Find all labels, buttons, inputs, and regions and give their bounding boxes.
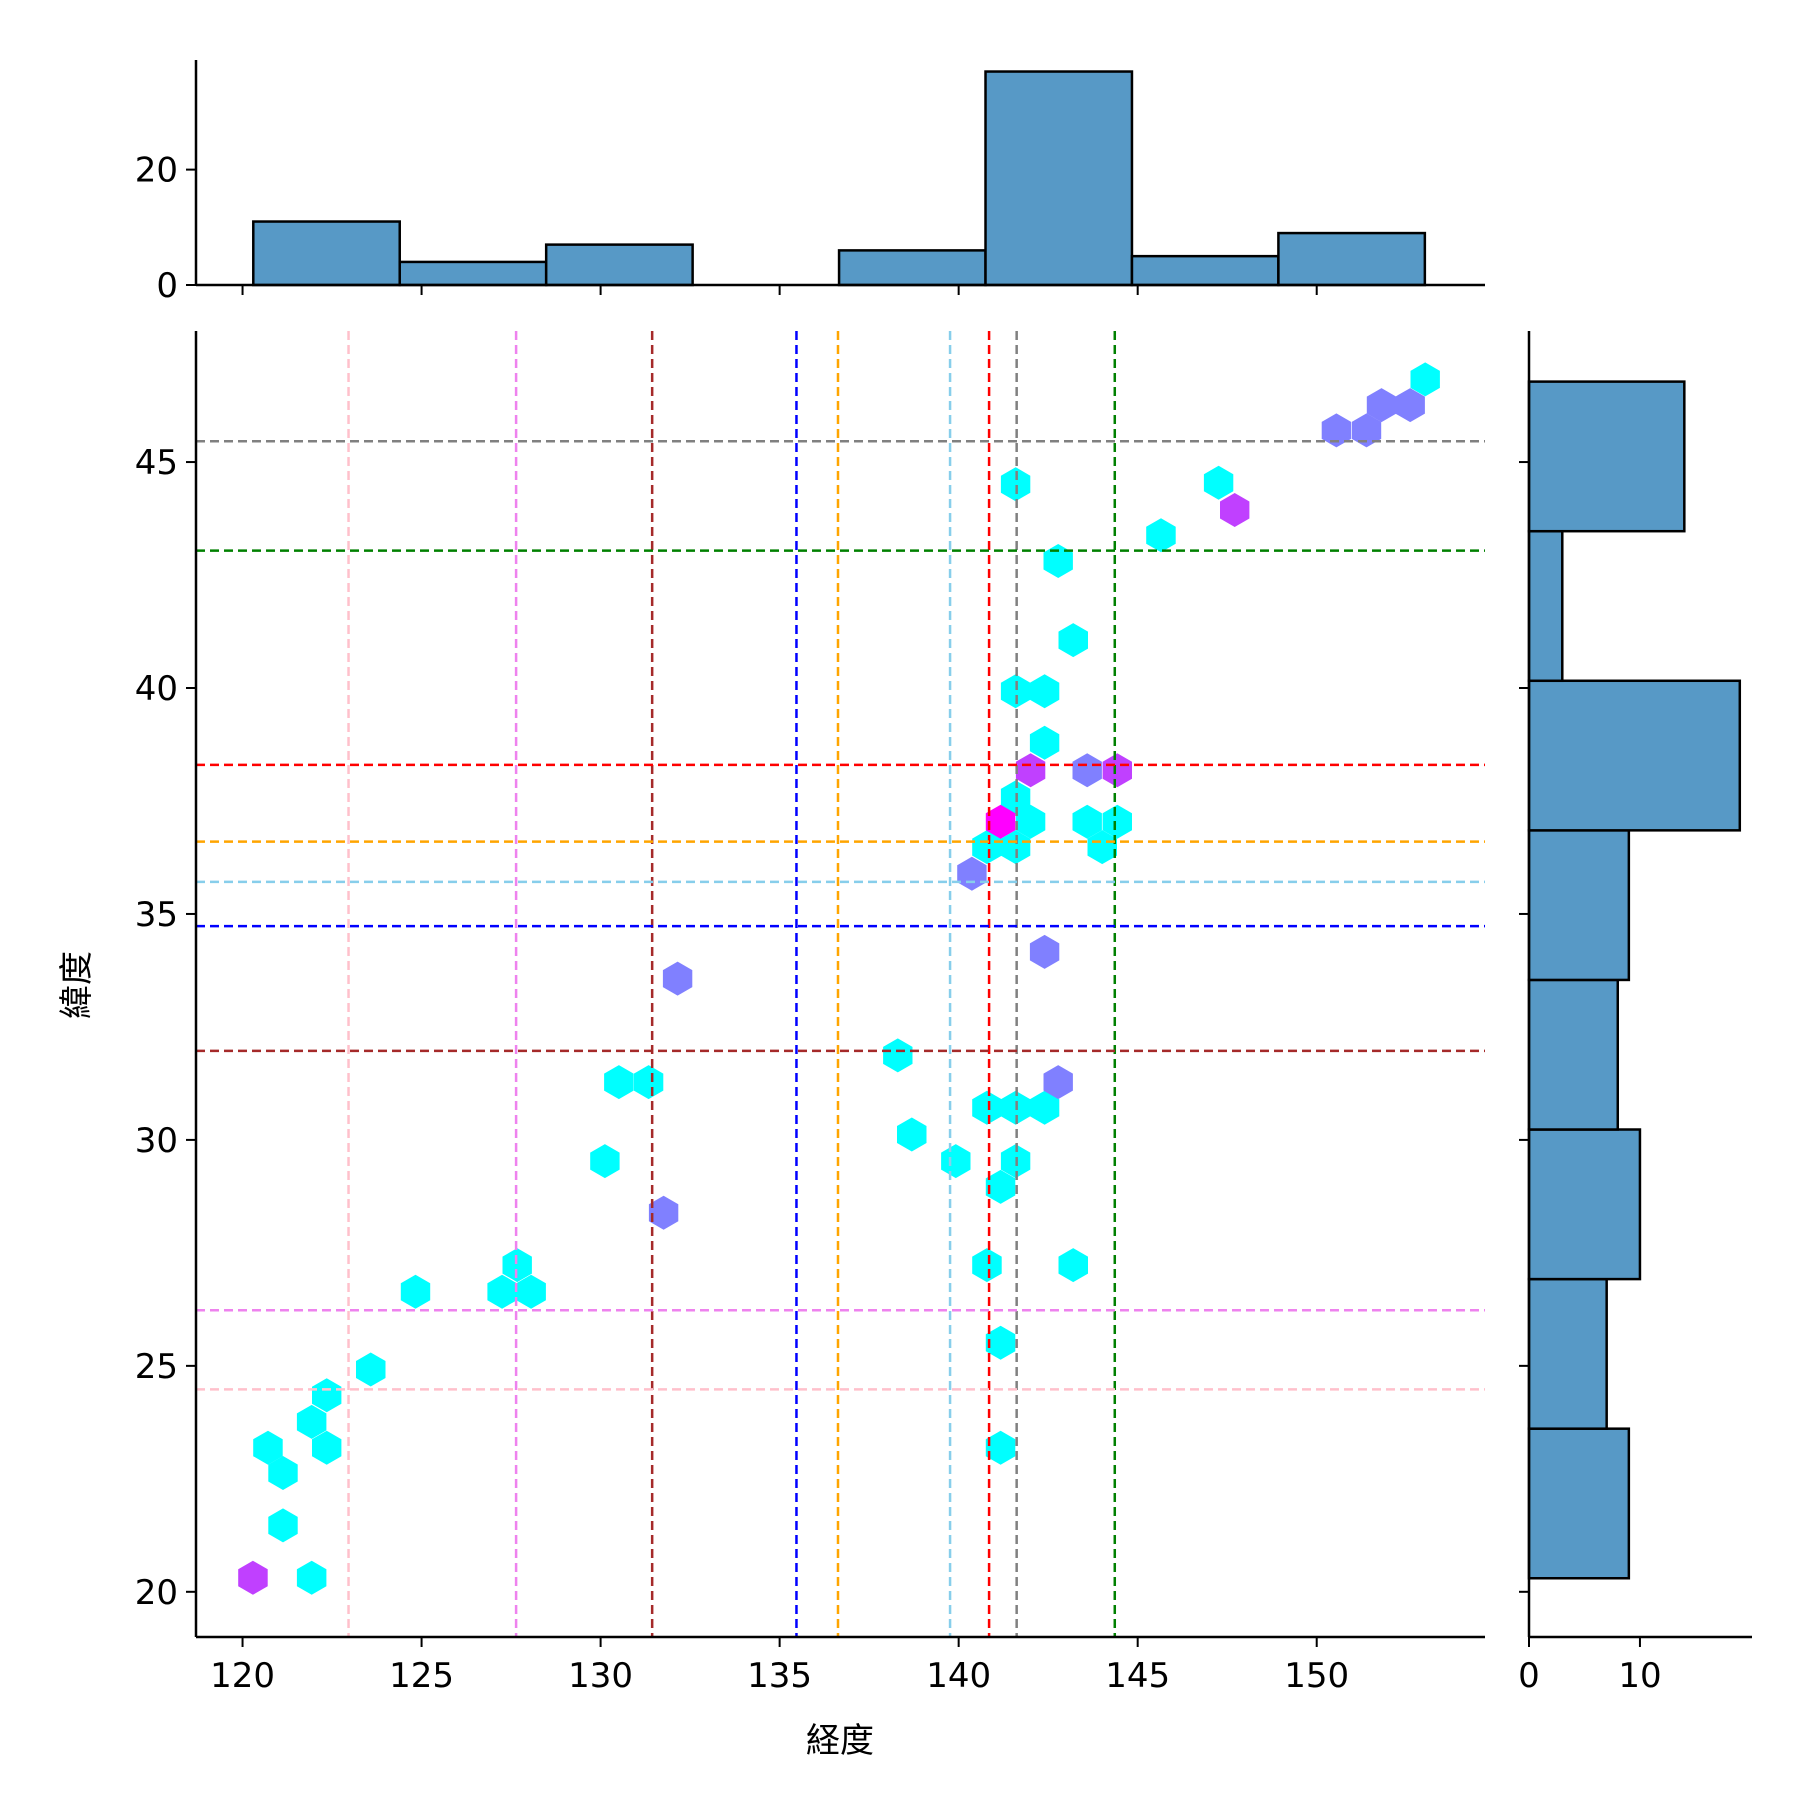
y-tick-label: 35 bbox=[135, 895, 178, 935]
histogram-bar bbox=[1527, 529, 1564, 683]
histogram-bar bbox=[544, 243, 694, 287]
hexbin bbox=[1072, 804, 1102, 839]
hexbin bbox=[972, 1248, 1002, 1283]
hexbin bbox=[1029, 674, 1060, 709]
hexbin bbox=[1000, 467, 1031, 502]
right-hist-x-tick-label: 10 bbox=[1618, 1656, 1661, 1696]
hexbin bbox=[985, 1325, 1016, 1360]
hexbin bbox=[883, 1038, 913, 1073]
histogram-bar bbox=[1527, 1277, 1608, 1430]
histogram-bar bbox=[252, 220, 401, 287]
hexbin bbox=[1351, 413, 1382, 448]
histogram-bar bbox=[837, 249, 987, 287]
hexbin bbox=[1102, 753, 1132, 788]
hexbin bbox=[648, 1195, 679, 1230]
hexbin bbox=[1043, 1065, 1073, 1100]
histogram-bar bbox=[1527, 1427, 1631, 1580]
hexbin bbox=[1220, 493, 1250, 527]
hexbin bbox=[296, 1560, 327, 1595]
y-tick-label: 45 bbox=[135, 443, 178, 483]
histogram-bar bbox=[984, 70, 1134, 287]
main-hexbin-axes: 120 125 130 135 140 145 150 20 25 30 35 40 45 bbox=[135, 331, 1485, 1696]
hexbin bbox=[1102, 804, 1132, 839]
hexbin bbox=[1043, 544, 1073, 578]
x-tick-label: 145 bbox=[1105, 1656, 1170, 1696]
x-tick-label: 135 bbox=[747, 1656, 812, 1696]
hexbin bbox=[662, 961, 693, 996]
hexbin bbox=[356, 1352, 386, 1387]
hexbin bbox=[487, 1274, 517, 1309]
histogram-bar bbox=[1527, 829, 1631, 982]
hexbin bbox=[238, 1560, 268, 1595]
hexbin bbox=[1015, 804, 1046, 839]
y-tick-label: 30 bbox=[135, 1121, 178, 1161]
histogram-bar bbox=[398, 260, 548, 287]
y-tick-label: 20 bbox=[135, 1573, 178, 1613]
hexbin bbox=[972, 830, 1002, 865]
hexbin bbox=[312, 1430, 342, 1465]
hexbin bbox=[590, 1144, 620, 1179]
hexbin bbox=[268, 1456, 298, 1490]
x-tick-label: 150 bbox=[1284, 1656, 1349, 1696]
top-hist-y-tick-label: 20 bbox=[135, 151, 178, 191]
y-tick-label: 25 bbox=[135, 1347, 178, 1387]
hexbin bbox=[1146, 518, 1176, 553]
hexbin bbox=[312, 1378, 342, 1413]
hexbin bbox=[1015, 753, 1046, 788]
hexbin bbox=[1058, 623, 1088, 658]
hexbin bbox=[972, 1090, 1002, 1125]
hexbin bbox=[1395, 388, 1425, 423]
x-tick-label: 130 bbox=[568, 1656, 633, 1696]
hexbin bbox=[941, 1144, 971, 1179]
histogram-bar bbox=[1277, 231, 1427, 287]
hexbin bbox=[897, 1117, 927, 1152]
hexbin bbox=[985, 1169, 1016, 1204]
top-hist-y-tick-label: 0 bbox=[156, 266, 178, 306]
x-tick-label: 140 bbox=[926, 1656, 991, 1696]
right-hist-x-tick-label: 0 bbox=[1518, 1656, 1540, 1696]
hexbin bbox=[1029, 725, 1060, 760]
hexbin bbox=[985, 1430, 1016, 1465]
y-axis-label: 緯度 bbox=[57, 951, 97, 1019]
hexbin bbox=[1203, 465, 1234, 500]
hexbin bbox=[1087, 830, 1117, 865]
right-marginal-histogram: 0 10 bbox=[1518, 331, 1752, 1696]
hexbin bbox=[296, 1404, 327, 1439]
hexbin bbox=[516, 1274, 546, 1309]
hexbin bbox=[1000, 830, 1031, 865]
histogram-bar bbox=[1527, 679, 1742, 832]
hexbin bbox=[604, 1065, 634, 1100]
top-marginal-histogram: 0 20 bbox=[135, 60, 1485, 306]
x-tick-label: 120 bbox=[210, 1656, 275, 1696]
histogram-bar bbox=[1527, 978, 1620, 1131]
histogram-bar bbox=[1130, 254, 1280, 287]
histogram-bar bbox=[1527, 380, 1686, 533]
hexbin bbox=[400, 1274, 431, 1309]
hexbin bbox=[1072, 753, 1102, 788]
x-axis-label: 経度 bbox=[806, 1721, 874, 1761]
hexbin bbox=[1366, 388, 1397, 423]
hexbin bbox=[1410, 362, 1440, 397]
histogram-bar bbox=[1527, 1128, 1642, 1281]
hexbin bbox=[1000, 674, 1031, 709]
y-tick-label: 40 bbox=[135, 669, 178, 709]
hexbin bbox=[1321, 413, 1352, 448]
hexbin bbox=[1029, 1090, 1060, 1125]
hexbin bbox=[1029, 934, 1060, 969]
hexbin bbox=[268, 1508, 298, 1543]
hexbin bbox=[502, 1248, 532, 1283]
x-tick-label: 125 bbox=[389, 1656, 454, 1696]
hexbin bbox=[1058, 1248, 1088, 1283]
hexbin bbox=[253, 1430, 283, 1465]
hexbin bbox=[985, 804, 1016, 839]
hexbin bbox=[633, 1065, 664, 1100]
hexbin bbox=[957, 856, 987, 891]
